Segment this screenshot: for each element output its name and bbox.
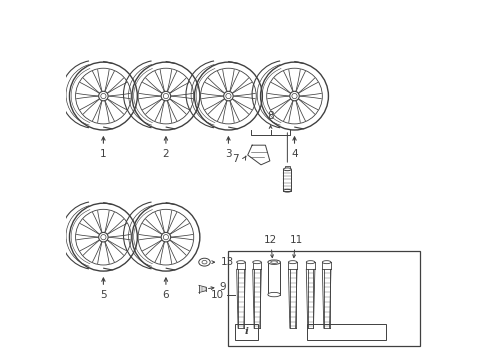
Text: 6: 6 xyxy=(163,290,169,300)
Ellipse shape xyxy=(283,168,291,171)
Text: 10: 10 xyxy=(211,289,224,300)
Bar xyxy=(284,166,289,169)
Bar xyxy=(234,324,258,340)
Bar xyxy=(228,251,419,346)
Text: 3: 3 xyxy=(224,149,231,159)
Ellipse shape xyxy=(288,261,296,264)
Ellipse shape xyxy=(198,258,210,266)
Text: 1: 1 xyxy=(100,149,106,159)
Text: 4: 4 xyxy=(290,149,297,159)
Ellipse shape xyxy=(305,261,314,264)
Ellipse shape xyxy=(322,261,330,264)
Text: 7: 7 xyxy=(232,154,239,163)
Text: 2: 2 xyxy=(163,149,169,159)
Text: 9: 9 xyxy=(219,282,225,292)
Text: 8: 8 xyxy=(267,111,273,121)
Ellipse shape xyxy=(267,292,280,297)
Text: 5: 5 xyxy=(100,290,106,300)
Bar xyxy=(283,169,291,191)
Text: 13: 13 xyxy=(221,257,234,267)
Ellipse shape xyxy=(236,261,244,264)
Text: i: i xyxy=(244,327,248,336)
Ellipse shape xyxy=(267,260,280,264)
Text: 12: 12 xyxy=(264,235,277,245)
Text: 11: 11 xyxy=(289,235,302,245)
Bar xyxy=(306,324,385,340)
Ellipse shape xyxy=(252,261,261,264)
